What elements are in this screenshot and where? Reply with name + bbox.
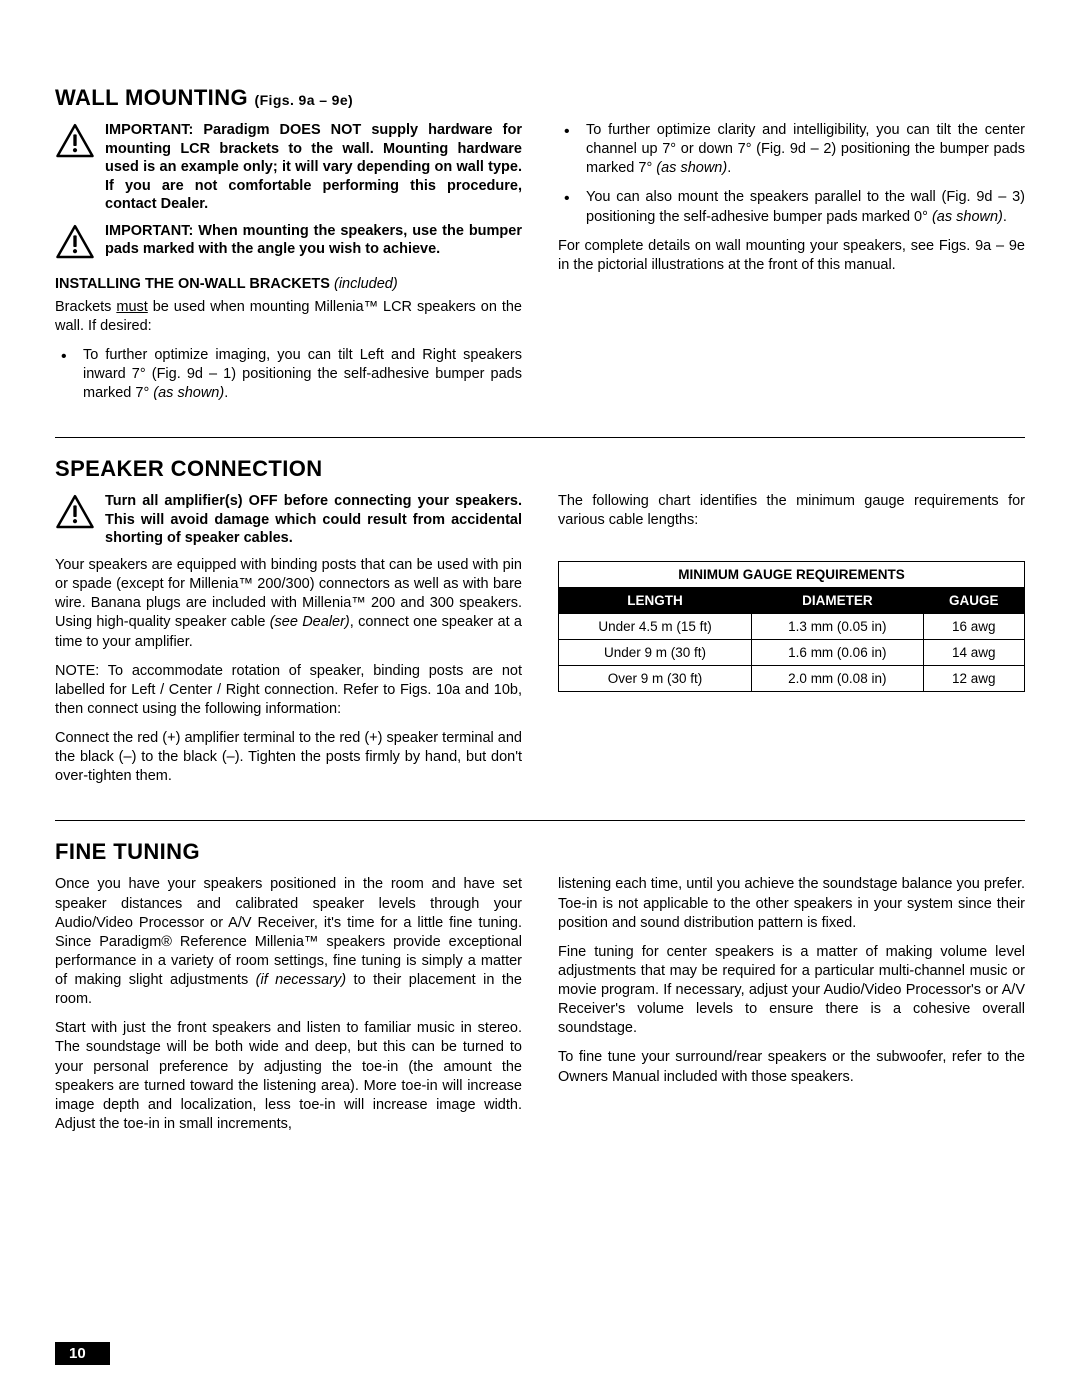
table-cell: 12 awg (923, 665, 1024, 691)
title-text: WALL MOUNTING (55, 85, 248, 110)
list-item: You can also mount the speakers parallel… (558, 188, 1025, 226)
wall-mounting-right-col: To further optimize clarity and intellig… (558, 121, 1025, 413)
wall-mounting-title: WALL MOUNTING (Figs. 9a – 9e) (55, 85, 1025, 111)
paragraph: NOTE: To accommodate rotation of speaker… (55, 662, 522, 719)
wall-mounting-right-after: For complete details on wall mounting yo… (558, 237, 1025, 275)
table-row: Under 9 m (30 ft)1.6 mm (0.06 in)14 awg (559, 639, 1025, 665)
table-cell: 14 awg (923, 639, 1024, 665)
warning-icon (55, 222, 95, 262)
gauge-table-body: Under 4.5 m (15 ft)1.3 mm (0.05 in)16 aw… (559, 613, 1025, 691)
installing-brackets-heading: INSTALLING THE ON-WALL BRACKETS (include… (55, 276, 522, 292)
speaker-connection-section: SPEAKER CONNECTION Turn all amplifier(s)… (55, 456, 1025, 796)
table-row: Over 9 m (30 ft)2.0 mm (0.08 in)12 awg (559, 665, 1025, 691)
rule-1 (55, 437, 1025, 438)
speaker-connection-columns: Turn all amplifier(s) OFF before connect… (55, 492, 1025, 796)
paragraph: listening each time, until you achieve t… (558, 875, 1025, 932)
warning-1-text: IMPORTANT: Paradigm DOES NOT supply hard… (105, 121, 522, 214)
speaker-connection-left-col: Turn all amplifier(s) OFF before connect… (55, 492, 522, 796)
table-cell: 16 awg (923, 613, 1024, 639)
table-cell: Over 9 m (30 ft) (559, 665, 752, 691)
warning-3-text: Turn all amplifier(s) OFF before connect… (105, 492, 522, 548)
wall-mounting-left-col: IMPORTANT: Paradigm DOES NOT supply hard… (55, 121, 522, 413)
warning-icon (55, 492, 95, 532)
table-cell: 1.3 mm (0.05 in) (752, 613, 924, 639)
gauge-intro: The following chart identifies the minim… (558, 492, 1025, 530)
paragraph: Your speakers are equipped with binding … (55, 556, 522, 652)
table-cell: Under 4.5 m (15 ft) (559, 613, 752, 639)
wall-mounting-left-bullets: To further optimize imaging, you can til… (55, 346, 522, 403)
fine-tuning-columns: Once you have your speakers positioned i… (55, 875, 1025, 1144)
speaker-left-paras: Your speakers are equipped with binding … (55, 556, 522, 786)
wall-mounting-right-bullets: To further optimize clarity and intellig… (558, 121, 1025, 227)
table-cell: 1.6 mm (0.06 in) (752, 639, 924, 665)
wall-mounting-section: WALL MOUNTING (Figs. 9a – 9e) IMPORTANT:… (55, 85, 1025, 413)
col-length: LENGTH (559, 587, 752, 613)
wall-mounting-columns: IMPORTANT: Paradigm DOES NOT supply hard… (55, 121, 1025, 413)
paragraph: To fine tune your surround/rear speakers… (558, 1048, 1025, 1086)
paragraph: Connect the red (+) amplifier terminal t… (55, 729, 522, 786)
paragraph: Once you have your speakers positioned i… (55, 875, 522, 1009)
col-gauge: GAUGE (923, 587, 1024, 613)
fine-tuning-right-col: listening each time, until you achieve t… (558, 875, 1025, 1144)
warning-row-1: IMPORTANT: Paradigm DOES NOT supply hard… (55, 121, 522, 214)
fine-tuning-left-col: Once you have your speakers positioned i… (55, 875, 522, 1144)
fine-tuning-title: FINE TUNING (55, 839, 1025, 865)
paragraph: Fine tuning for center speakers is a mat… (558, 943, 1025, 1039)
col-diameter: DIAMETER (752, 587, 924, 613)
gauge-requirements-table: MINIMUM GAUGE REQUIREMENTS LENGTH DIAMET… (558, 561, 1025, 692)
warning-row-3: Turn all amplifier(s) OFF before connect… (55, 492, 522, 548)
warning-icon (55, 121, 95, 161)
table-row: Under 4.5 m (15 ft)1.3 mm (0.05 in)16 aw… (559, 613, 1025, 639)
list-item: To further optimize clarity and intellig… (558, 121, 1025, 178)
warning-2-text: IMPORTANT: When mounting the speakers, u… (105, 222, 522, 259)
title-subtitle: (Figs. 9a – 9e) (255, 92, 354, 108)
warning-row-2: IMPORTANT: When mounting the speakers, u… (55, 222, 522, 262)
table-cell: 2.0 mm (0.08 in) (752, 665, 924, 691)
paragraph: Start with just the front speakers and l… (55, 1019, 522, 1134)
gauge-table-title: MINIMUM GAUGE REQUIREMENTS (559, 561, 1025, 587)
rule-2 (55, 820, 1025, 821)
list-item: To further optimize imaging, you can til… (55, 346, 522, 403)
page-number: 10 (55, 1342, 110, 1365)
speaker-connection-title: SPEAKER CONNECTION (55, 456, 1025, 482)
brackets-intro: Brackets must be used when mounting Mill… (55, 298, 522, 336)
speaker-connection-right-col: The following chart identifies the minim… (558, 492, 1025, 796)
table-cell: Under 9 m (30 ft) (559, 639, 752, 665)
fine-tuning-section: FINE TUNING Once you have your speakers … (55, 839, 1025, 1144)
gauge-table-header-row: LENGTH DIAMETER GAUGE (559, 587, 1025, 613)
